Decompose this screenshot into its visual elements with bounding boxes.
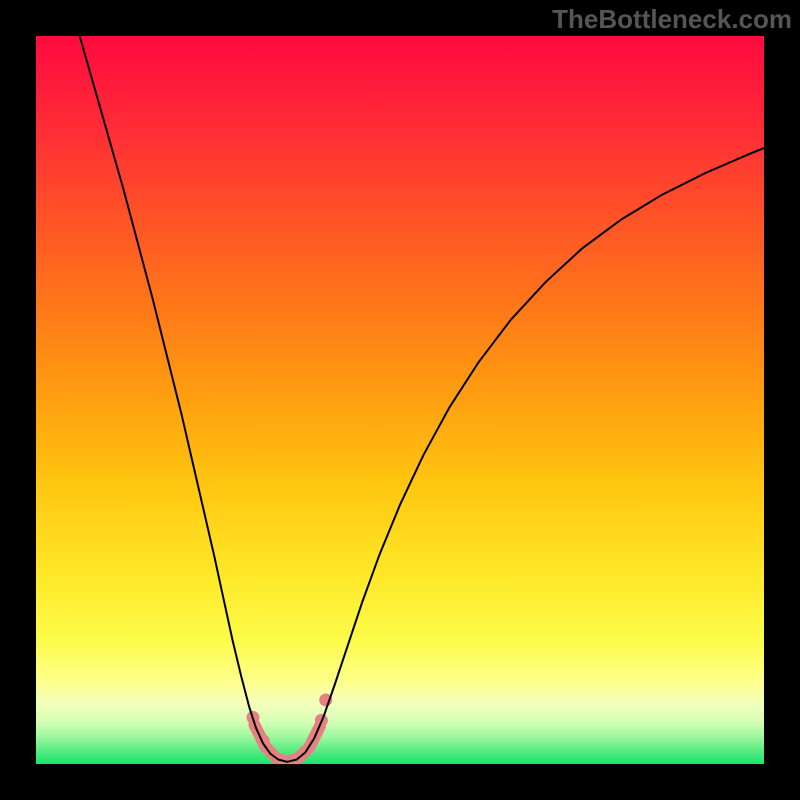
plot-svg <box>36 36 764 764</box>
watermark-text: TheBottleneck.com <box>552 4 792 35</box>
gradient-background <box>36 36 764 764</box>
plot-area <box>36 36 764 764</box>
